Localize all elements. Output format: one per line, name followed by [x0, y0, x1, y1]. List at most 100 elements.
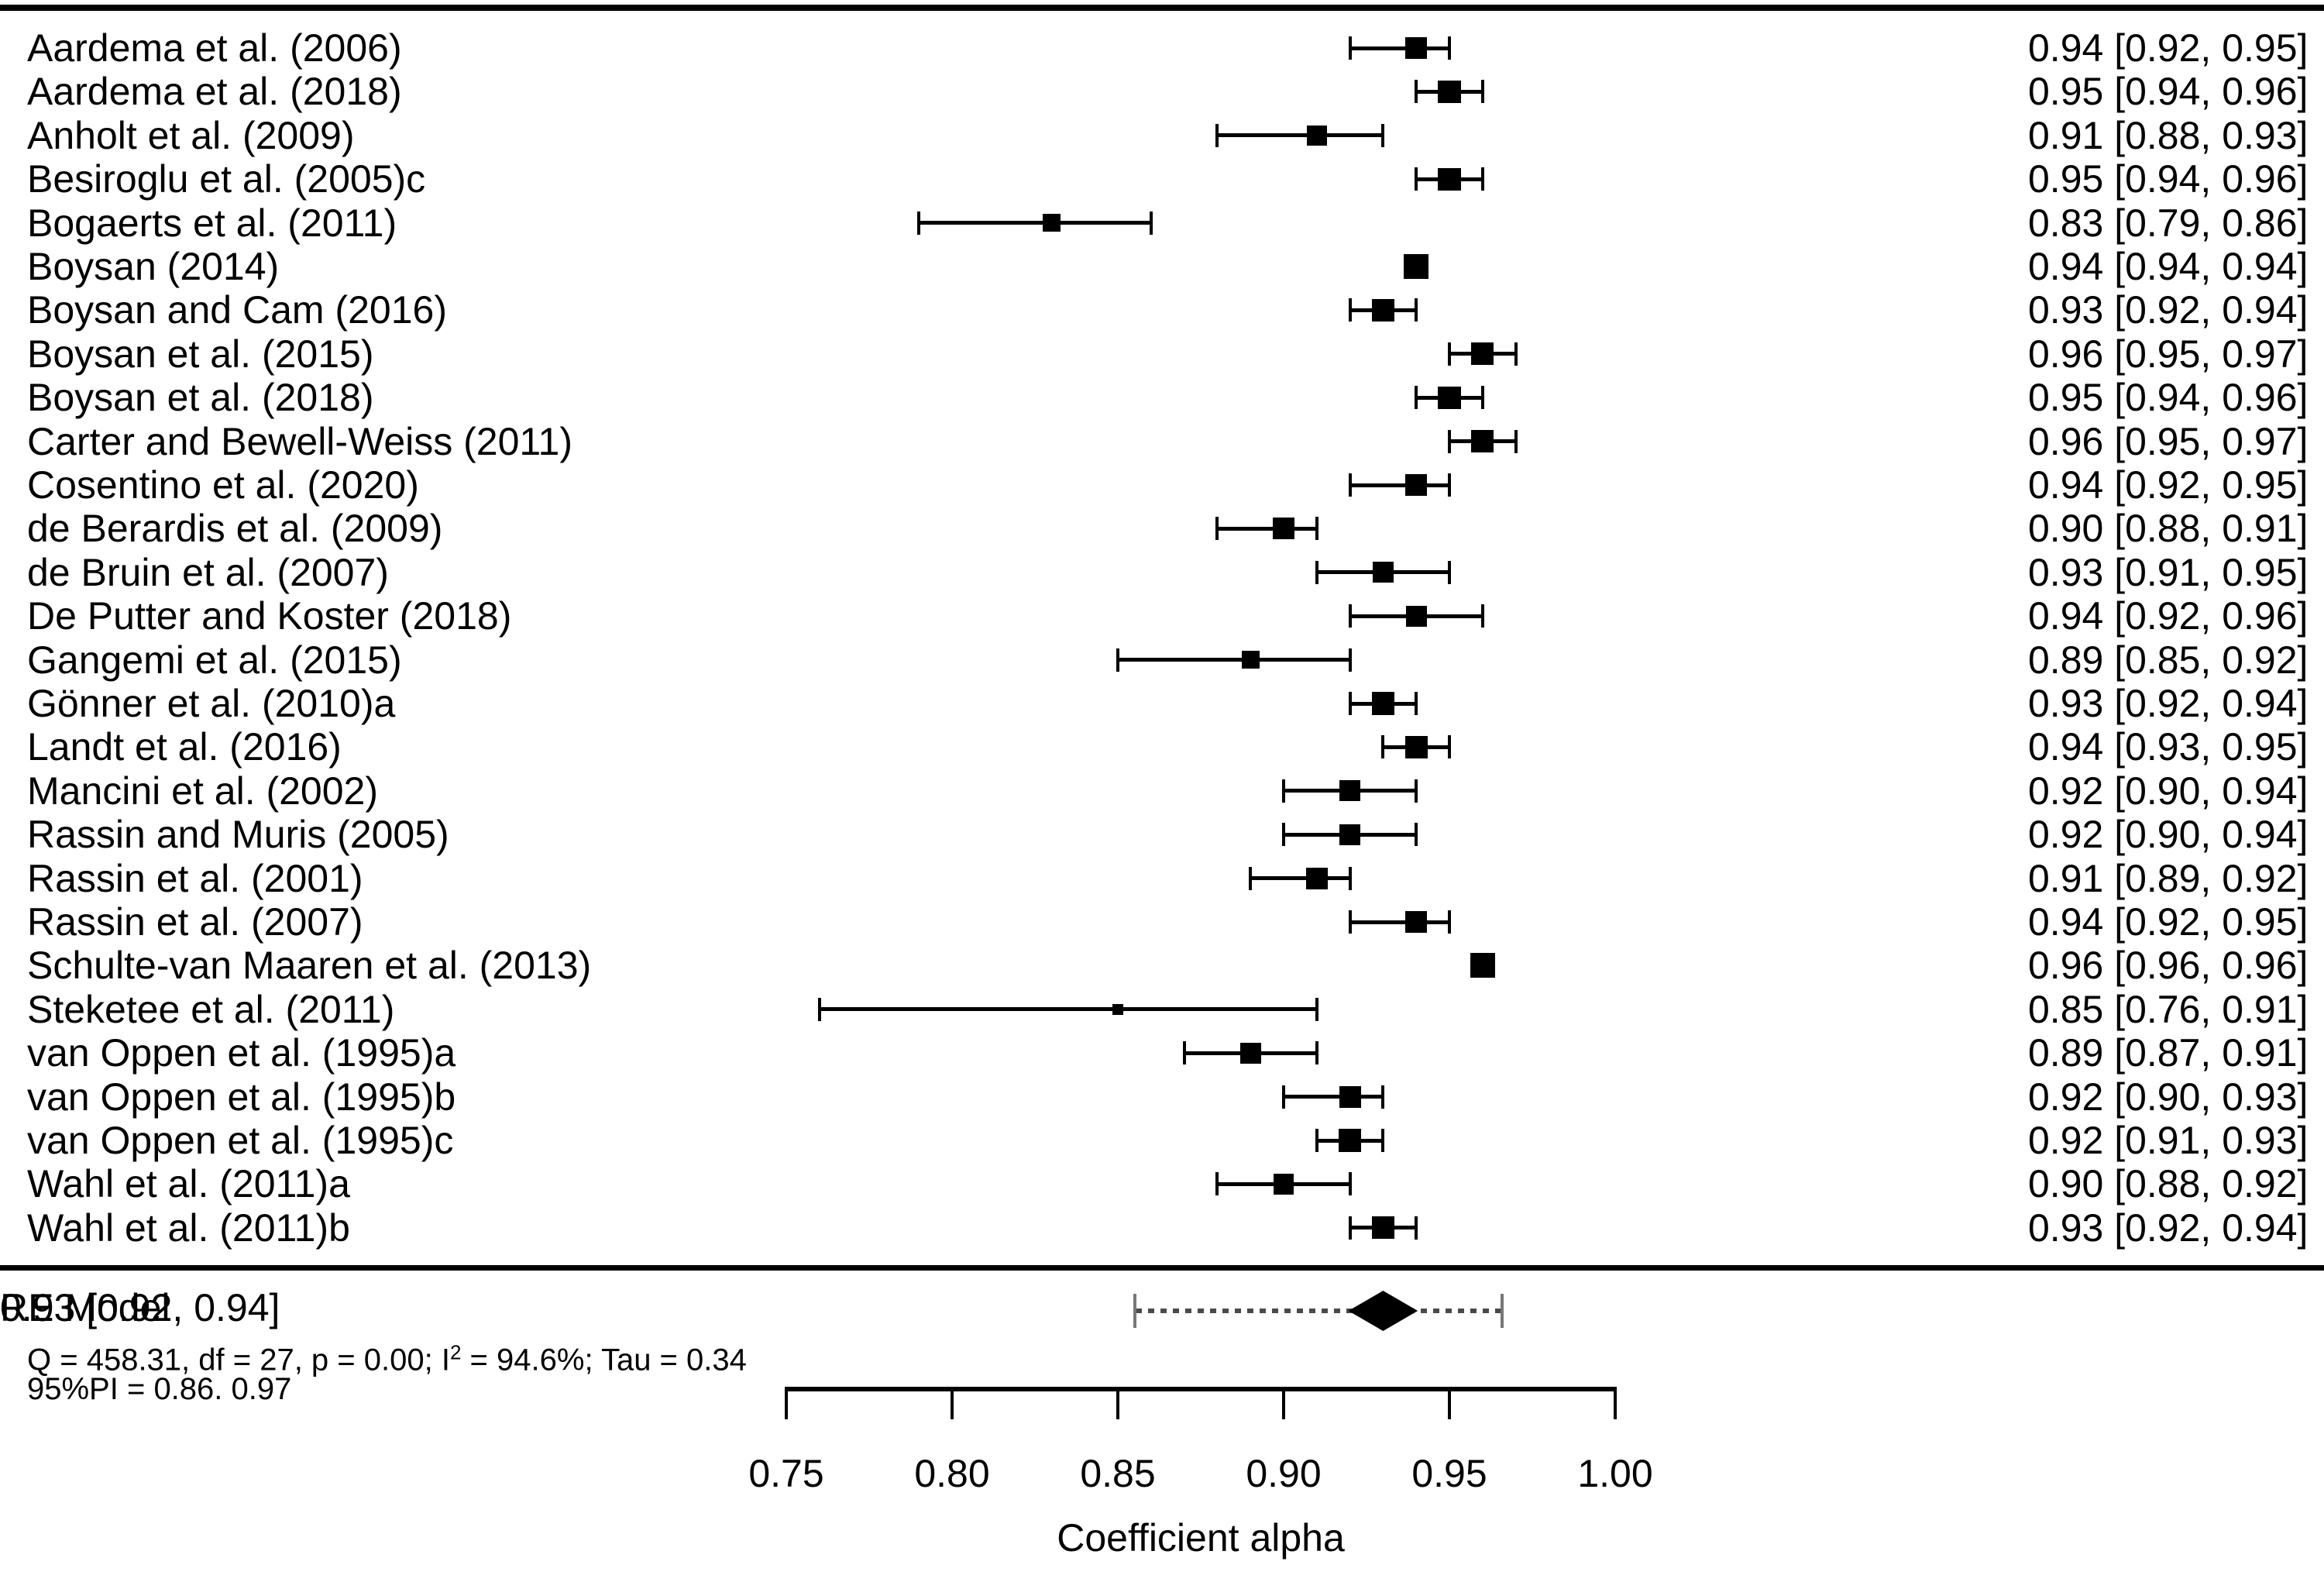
ci-cap-left — [1381, 735, 1385, 759]
estimate-square — [1405, 910, 1428, 934]
estimate-value: 0.89 [0.87, 0.91] — [2028, 1031, 2309, 1075]
prediction-interval-line — [1135, 1309, 1501, 1313]
ci-cap-left — [917, 211, 921, 235]
estimate-square — [1471, 429, 1494, 453]
ci-cap-right — [1514, 429, 1518, 453]
estimate-value: 0.83 [0.79, 0.86] — [2028, 201, 2309, 245]
study-label: Steketee et al. (2011) — [27, 987, 395, 1031]
study-label: Gönner et al. (2010)a — [27, 682, 396, 725]
ci-cap-right — [1415, 692, 1418, 715]
estimate-value: 0.92 [0.90, 0.94] — [2028, 769, 2309, 813]
ci-cap-left — [1282, 823, 1285, 847]
summary-model-label: RE Model — [0, 1286, 170, 1329]
estimate-value: 0.93 [0.92, 0.94] — [2028, 1205, 2309, 1250]
estimate-square — [1042, 214, 1061, 232]
estimate-square — [1273, 1174, 1294, 1195]
section-divider — [0, 1265, 2324, 1271]
estimate-square — [1338, 1129, 1362, 1152]
estimate-value: 0.93 [0.92, 0.94] — [2028, 288, 2309, 332]
estimate-value: 0.94 [0.93, 0.95] — [2028, 725, 2309, 769]
stats-text-post: = 94.6%; Tau = 0.34 — [461, 1343, 747, 1377]
ci-cap-right — [1448, 735, 1451, 759]
ci-cap-right — [1448, 473, 1451, 497]
top-border — [0, 5, 2324, 11]
ci-whisker — [819, 1007, 1317, 1012]
estimate-value: 0.90 [0.88, 0.92] — [2028, 1162, 2309, 1206]
ci-cap-left — [1315, 1129, 1318, 1152]
study-label: de Berardis et al. (2009) — [27, 507, 443, 551]
estimate-square — [1405, 605, 1427, 627]
x-axis-title: Coefficient alpha — [1057, 1516, 1345, 1560]
estimate-value: 0.92 [0.91, 0.93] — [2028, 1119, 2309, 1162]
ci-cap-right — [1480, 80, 1484, 104]
study-label: van Oppen et al. (1995)a — [27, 1031, 456, 1075]
ci-whisker — [1349, 483, 1449, 487]
study-label: Carter and Bewell-Weiss (2011) — [27, 419, 572, 463]
ci-cap-left — [1415, 386, 1418, 410]
ci-cap-right — [1448, 910, 1451, 934]
axis-tick-label: 0.90 — [1246, 1452, 1322, 1495]
ci-cap-left — [1182, 1041, 1186, 1065]
ci-cap-left — [1215, 517, 1219, 541]
estimate-square — [1438, 386, 1461, 409]
study-label: Gangemi et al. (2015) — [27, 638, 402, 682]
estimate-value: 0.92 [0.90, 0.93] — [2028, 1075, 2309, 1119]
estimate-square — [1405, 36, 1428, 60]
estimate-value: 0.90 [0.88, 0.91] — [2028, 507, 2309, 551]
ci-cap-right — [1448, 560, 1451, 584]
estimate-square — [1307, 126, 1327, 146]
study-label: Aardema et al. (2006) — [27, 26, 402, 70]
axis-tick — [1282, 1387, 1285, 1419]
ci-cap-right — [1149, 211, 1153, 235]
ci-cap-right — [1348, 866, 1352, 890]
estimate-square — [1438, 80, 1461, 104]
ci-cap-left — [1415, 167, 1418, 191]
ci-cap-left — [1348, 298, 1352, 322]
study-label: Aardema et al. (2018) — [27, 70, 402, 114]
study-label: Boysan et al. (2018) — [27, 376, 374, 420]
study-label: Rassin et al. (2001) — [27, 856, 363, 900]
study-label: van Oppen et al. (1995)b — [27, 1075, 456, 1119]
ci-cap-right — [1315, 517, 1318, 541]
axis-tick — [1448, 1387, 1451, 1419]
axis-tick-label: 0.75 — [748, 1452, 824, 1495]
estimate-value: 0.94 [0.94, 0.94] — [2028, 245, 2309, 288]
estimate-square — [1438, 167, 1461, 191]
estimate-square — [1470, 953, 1495, 978]
ci-cap-left — [1448, 429, 1451, 453]
study-label: Mancini et al. (2002) — [27, 769, 379, 813]
axis-tick — [1614, 1387, 1617, 1419]
ci-cap-left — [1415, 80, 1418, 104]
study-label: Rassin and Muris (2005) — [27, 813, 449, 857]
ci-cap-right — [1480, 604, 1484, 628]
heterogeneity-stats: Q = 458.31, df = 27, p = 0.00; I2 = 94.6… — [27, 1342, 747, 1375]
estimate-square — [1404, 735, 1428, 759]
summary-diamond — [1348, 1291, 1418, 1331]
estimate-value: 0.93 [0.91, 0.95] — [2028, 550, 2309, 594]
ci-cap-left — [1282, 1085, 1285, 1109]
axis-tick-label: 1.00 — [1577, 1452, 1653, 1495]
ci-cap-left — [1348, 910, 1352, 934]
ci-whisker — [1217, 133, 1384, 138]
estimate-value: 0.91 [0.88, 0.93] — [2028, 113, 2309, 157]
study-label: Boysan et al. (2015) — [27, 332, 374, 376]
ci-cap-left — [1249, 866, 1253, 890]
axis-tick — [951, 1387, 954, 1419]
study-label: van Oppen et al. (1995)c — [27, 1119, 454, 1162]
study-label: Anholt et al. (2009) — [27, 113, 355, 157]
ci-whisker — [919, 221, 1151, 225]
ci-whisker — [1284, 1095, 1384, 1099]
estimate-value: 0.91 [0.89, 0.92] — [2028, 856, 2309, 900]
study-label: De Putter and Koster (2018) — [27, 594, 512, 638]
estimate-value: 0.85 [0.76, 0.91] — [2028, 987, 2309, 1031]
summary-estimate-value: 0.93 [0.92, 0.94] — [0, 1286, 280, 1329]
ci-cap-right — [1448, 36, 1451, 60]
estimate-square — [1239, 1042, 1261, 1064]
ci-cap-left — [1448, 342, 1451, 366]
study-label: Besiroglu et al. (2005)c — [27, 157, 426, 201]
axis-tick — [785, 1387, 788, 1419]
estimate-value: 0.95 [0.94, 0.96] — [2028, 376, 2309, 420]
ci-cap-left — [1116, 648, 1119, 672]
estimate-square — [1305, 867, 1328, 889]
